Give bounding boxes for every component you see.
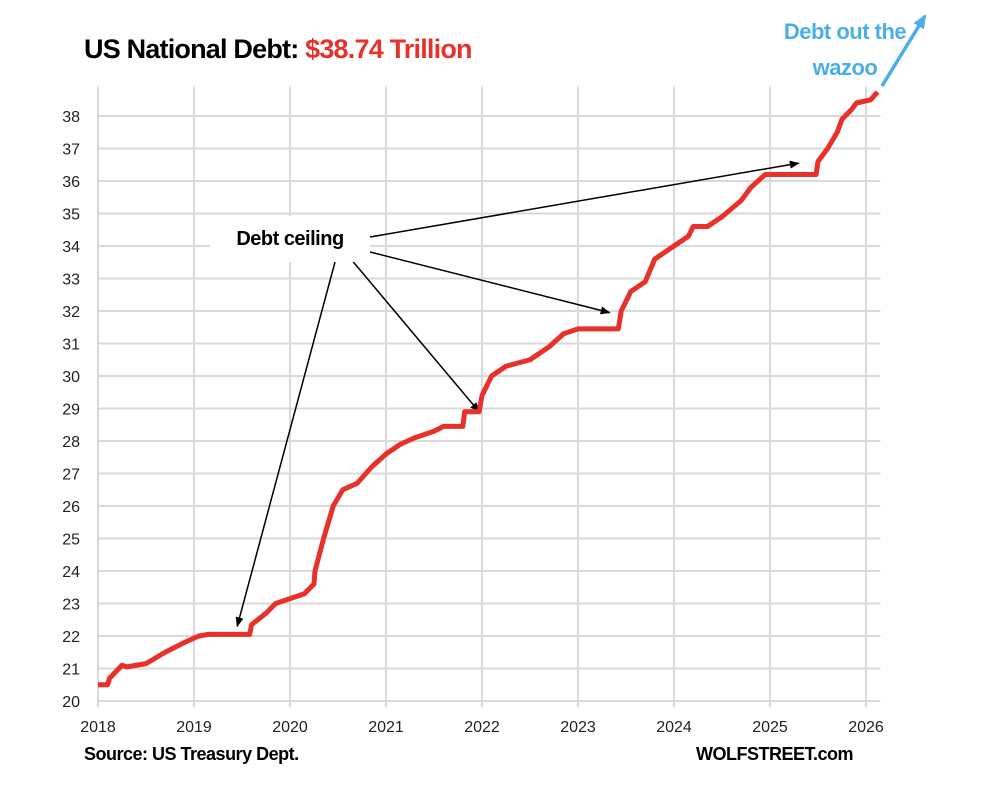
y-tick-label: 35 [62,207,80,224]
x-tick-label: 2025 [752,719,788,736]
debt-ceiling-label: Debt ceiling [210,216,370,262]
y-tick-label: 36 [62,174,80,191]
source-note: Source: US Treasury Dept. [84,744,299,764]
x-tick-label: 2022 [464,719,500,736]
wazoo-arrow [880,14,927,87]
y-tick-label: 28 [62,434,80,451]
y-tick-label: 37 [62,142,80,159]
debt-ceiling-arrow [235,261,336,628]
y-tick-label: 24 [62,564,80,581]
x-tick-label: 2023 [560,719,596,736]
x-tick-label: 2024 [656,719,692,736]
x-tick-label: 2019 [176,719,212,736]
brand-label: WOLFSTREET.com [696,744,854,764]
x-tick-label: 2026 [848,719,884,736]
y-tick-label: 22 [62,629,80,646]
debt-ceiling-arrow [369,251,611,315]
y-tick-label: 23 [62,597,80,614]
title-text: US National Debt: [84,34,299,64]
wazoo-annotation: Debt out the wazoo [775,14,915,86]
debt-ceiling-arrow [349,257,480,413]
x-tick-label: 2021 [368,719,404,736]
y-tick-label: 21 [62,662,80,679]
y-tick-label: 29 [62,402,80,419]
x-tick-label: 2020 [272,719,308,736]
y-tick-label: 20 [62,694,80,711]
y-tick-label: 25 [62,532,80,549]
chart-title: US National Debt: $38.74 Trillion [84,34,473,65]
y-tick-label: 33 [62,272,80,289]
x-tick-label: 2018 [80,719,116,736]
y-tick-label: 30 [62,369,80,386]
y-tick-label: 32 [62,304,80,321]
y-tick-label: 31 [62,337,80,354]
y-tick-label: 38 [62,109,80,126]
y-tick-label: 34 [62,239,80,256]
y-tick-label: 26 [62,499,80,516]
wazoo-line-2: wazoo [812,55,878,80]
wazoo-line-1: Debt out the [783,19,907,44]
title-value: $38.74 Trillion [305,34,472,64]
debt-line [98,90,880,688]
debt-ceiling-arrow [369,160,800,238]
y-tick-label: 27 [62,467,80,484]
